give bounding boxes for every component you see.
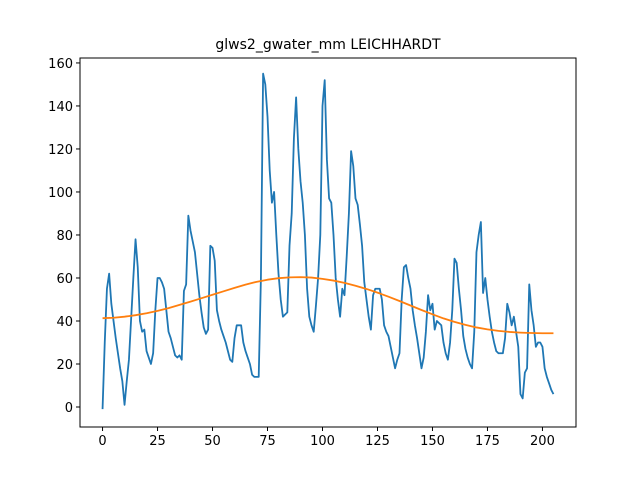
y-tick-label: 140 bbox=[48, 100, 73, 115]
x-tick-label: 75 bbox=[259, 434, 276, 449]
line-series bbox=[102, 276, 554, 335]
y-tick-label: 100 bbox=[48, 186, 73, 201]
y-tick-label: 160 bbox=[48, 57, 73, 72]
x-tick-label: 200 bbox=[530, 434, 555, 449]
y-tick-label: 60 bbox=[56, 272, 73, 287]
y-tick-label: 0 bbox=[65, 401, 73, 416]
y-tick-label: 40 bbox=[56, 315, 73, 330]
line-series bbox=[101, 72, 555, 410]
x-tick-label: 125 bbox=[365, 434, 390, 449]
y-tick-label: 20 bbox=[56, 358, 73, 373]
x-tick-label: 175 bbox=[475, 434, 500, 449]
x-tick-label: 0 bbox=[98, 434, 106, 449]
x-tick-label: 25 bbox=[149, 434, 166, 449]
y-tick-label: 120 bbox=[48, 143, 73, 158]
x-tick-label: 100 bbox=[310, 434, 335, 449]
x-tick-label: 50 bbox=[204, 434, 221, 449]
y-tick-label: 80 bbox=[56, 229, 73, 244]
chart-title: glws2_gwater_mm LEICHHARDT bbox=[215, 37, 441, 53]
plot-frame bbox=[79, 57, 577, 428]
x-tick-label: 150 bbox=[420, 434, 445, 449]
